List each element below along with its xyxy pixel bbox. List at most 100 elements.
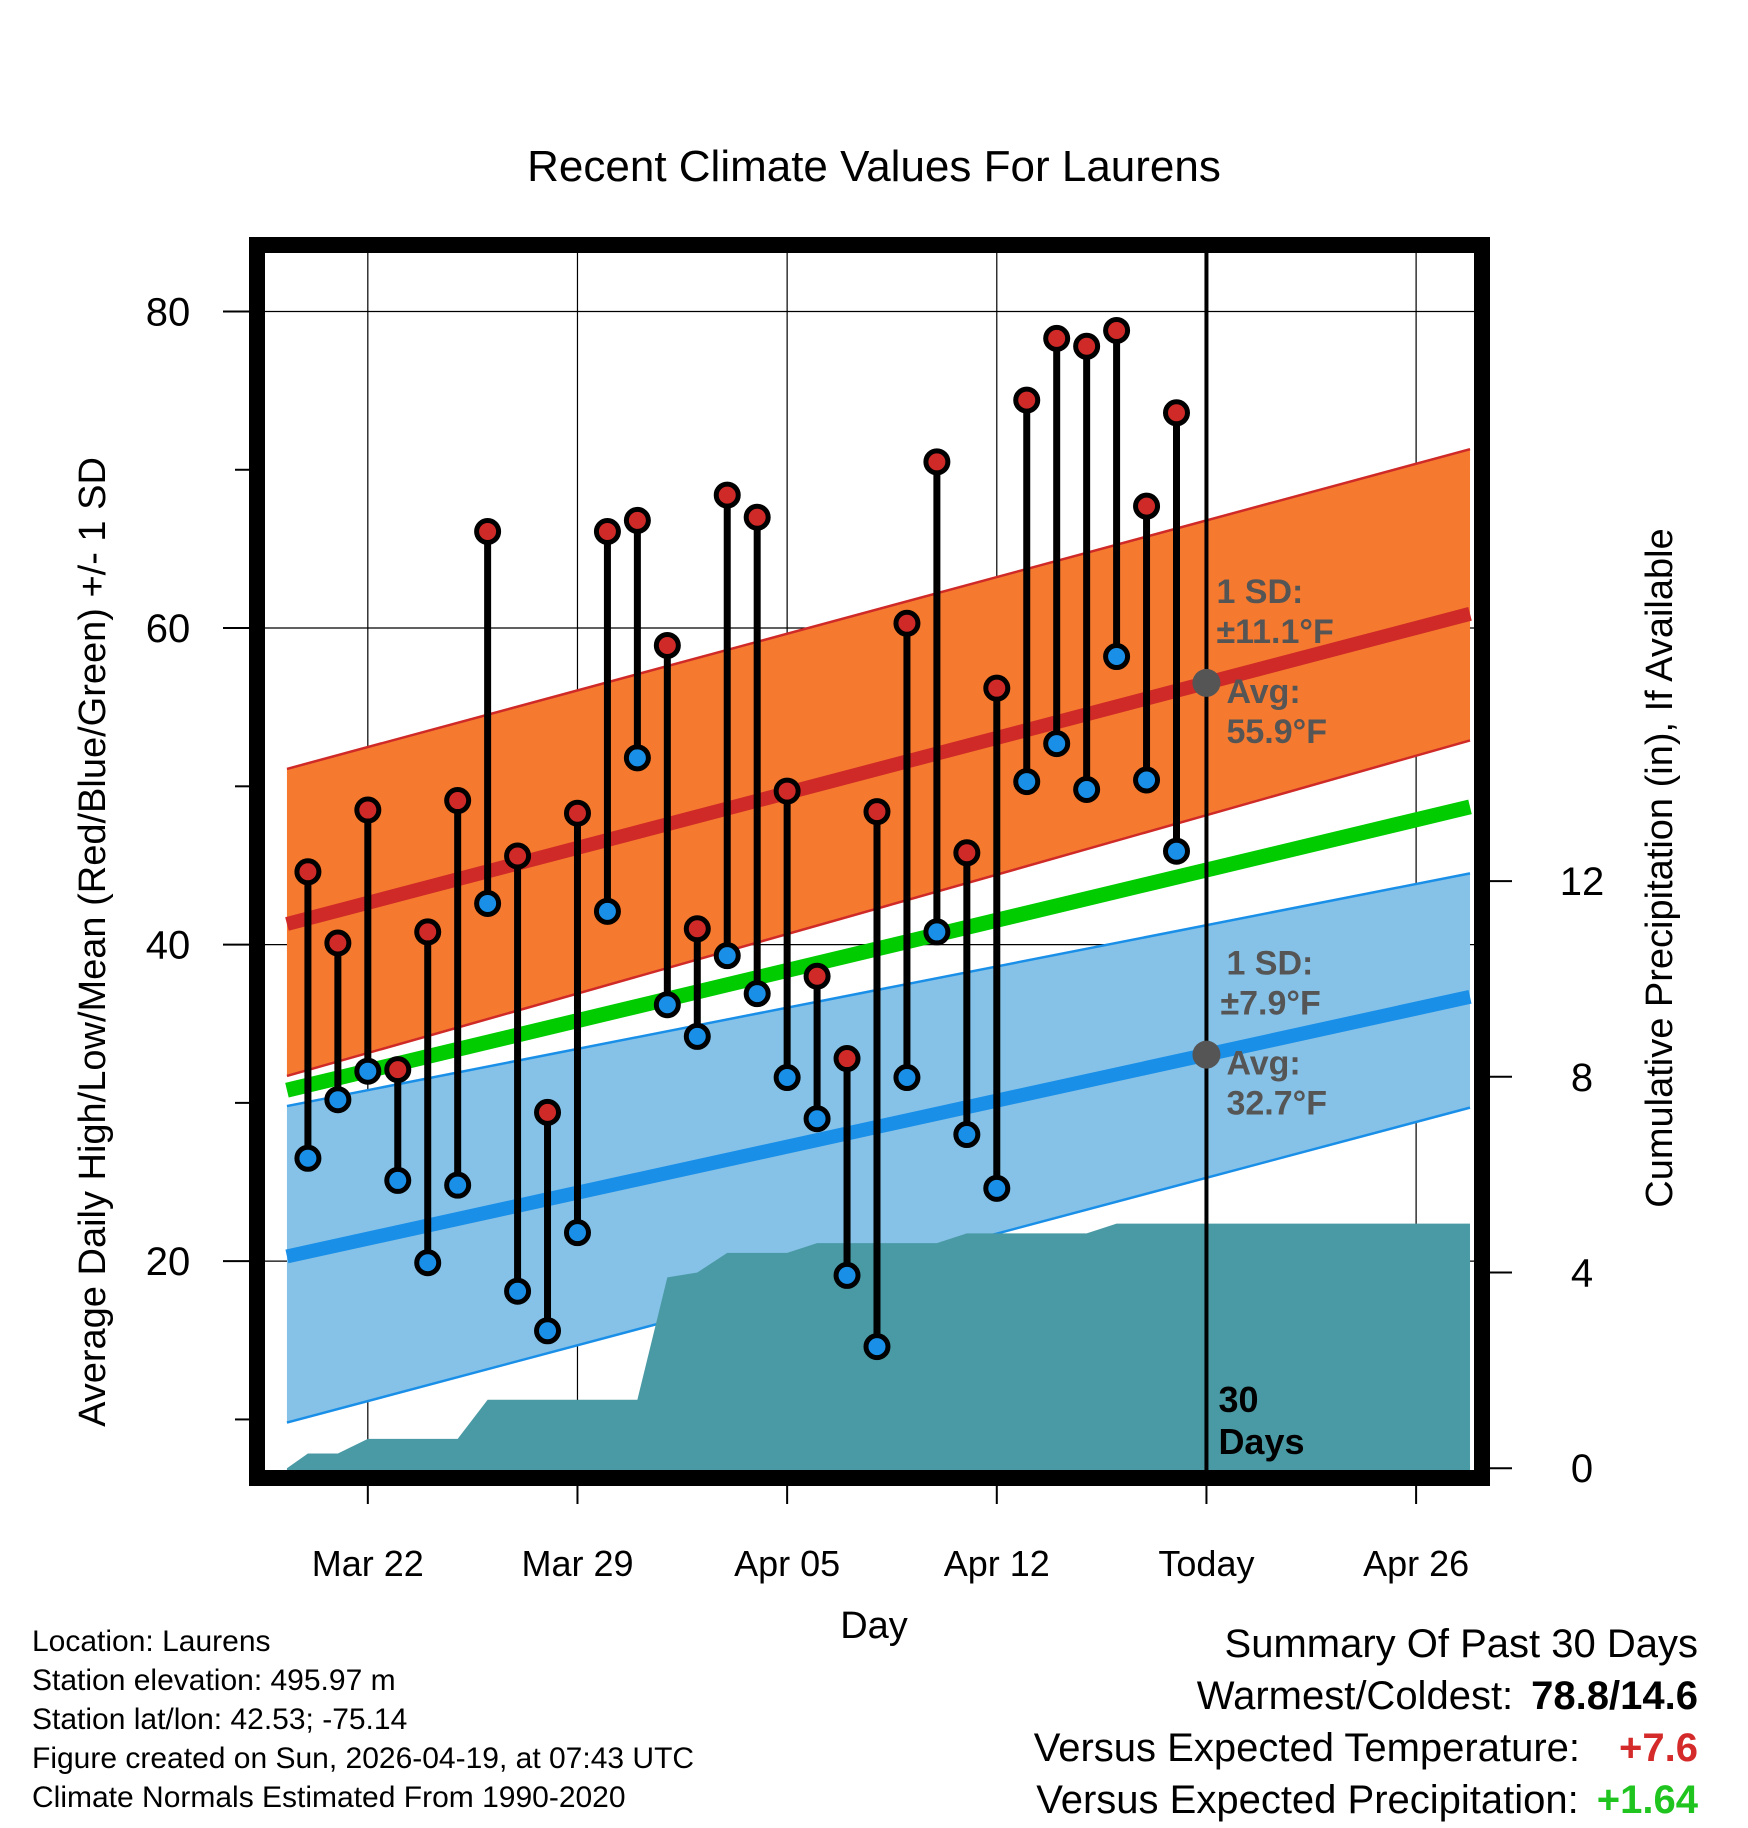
today-high-avg-marker: [1192, 668, 1221, 697]
high-point: [444, 787, 472, 815]
temp-anomaly-label: Versus Expected Temperature:: [1033, 1726, 1580, 1770]
low-point: [713, 942, 741, 970]
low-point: [983, 1174, 1011, 1202]
low-point: [593, 897, 621, 925]
high-point: [1013, 386, 1041, 414]
station-info: Location: Laurens Station elevation: 495…: [32, 1622, 694, 1817]
low-point: [354, 1057, 382, 1085]
today-high-sd-label: 1 SD:: [1216, 573, 1303, 611]
y-tick-label: 60: [146, 607, 191, 651]
low-point: [294, 1144, 322, 1172]
precip-anomaly-value: +1.64: [1596, 1778, 1698, 1822]
high-point: [1133, 492, 1161, 520]
chart-title: Recent Climate Values For Laurens: [527, 142, 1221, 191]
y-axis-label: Average Daily High/Low/Mean (Red/Blue/Gr…: [72, 457, 114, 1427]
today-high-avg-label: Avg:: [1226, 673, 1300, 711]
high-point: [504, 842, 532, 870]
low-point: [1133, 766, 1161, 794]
temp-row: Versus Expected Temperature: +7.6: [1034, 1722, 1698, 1774]
climate-normals: Climate Normals Estimated From 1990-2020: [32, 1781, 626, 1814]
x-tick-label: Today: [1158, 1543, 1254, 1584]
x-axis-label: Day: [840, 1605, 908, 1647]
low-point: [623, 744, 651, 772]
today-low-avg-label: Avg:: [1226, 1045, 1300, 1083]
station-elevation: Station elevation: 495.97 m: [32, 1664, 396, 1697]
low-point: [563, 1219, 591, 1247]
today-low-sd-label: 1 SD:: [1226, 945, 1313, 983]
station-latlon: Station lat/lon: 42.53; -75.14: [32, 1703, 408, 1736]
warm-cold-label: Warmest/Coldest:: [1196, 1674, 1514, 1718]
low-point: [863, 1333, 891, 1361]
temp-anomaly-value: +7.6: [1619, 1726, 1698, 1770]
high-point: [713, 481, 741, 509]
low-point: [743, 980, 771, 1008]
warm-cold-value: 78.8/14.6: [1531, 1674, 1698, 1718]
high-point: [803, 962, 831, 990]
x-tick-label: Mar 22: [312, 1543, 424, 1584]
high-point: [683, 915, 711, 943]
low-point: [1162, 837, 1190, 865]
today-low-sd-value: ±7.9°F: [1220, 985, 1320, 1023]
today-days-label: Days: [1218, 1421, 1304, 1462]
today-high-avg-value: 55.9°F: [1226, 713, 1327, 751]
high-point: [773, 777, 801, 805]
plot-frame: [249, 237, 1490, 1486]
high-point: [534, 1098, 562, 1126]
low-point: [653, 991, 681, 1019]
x-tick-label: Apr 26: [1363, 1543, 1469, 1584]
x-tick-label: Apr 12: [944, 1543, 1050, 1584]
summary-heading: Summary Of Past 30 Days: [1224, 1622, 1698, 1666]
today-days-label: 30: [1218, 1379, 1258, 1420]
low-point: [444, 1171, 472, 1199]
summary-panel: Summary Of Past 30 Days Warmest/Coldest:…: [1034, 1618, 1698, 1826]
high-point: [474, 517, 502, 545]
low-point: [1073, 775, 1101, 803]
y2-tick-label: 8: [1571, 1056, 1593, 1100]
low-point: [683, 1022, 711, 1050]
warm-cold-row: Warmest/Coldest: 78.8/14.6: [1034, 1670, 1698, 1722]
high-point: [743, 503, 771, 531]
high-point: [563, 799, 591, 827]
high-point: [893, 609, 921, 637]
low-point: [384, 1166, 412, 1194]
y-tick-label: 80: [146, 290, 191, 334]
today-high-sd-value: ±11.1°F: [1216, 613, 1333, 651]
today-low-avg-marker: [1192, 1040, 1221, 1069]
low-point: [1043, 730, 1071, 758]
y2-tick-label: 0: [1571, 1447, 1593, 1491]
high-point: [354, 796, 382, 824]
high-point: [983, 674, 1011, 702]
precip-anomaly-label: Versus Expected Precipitation:: [1036, 1778, 1579, 1822]
high-point: [953, 839, 981, 867]
low-point: [773, 1064, 801, 1092]
low-point: [504, 1277, 532, 1305]
high-point: [294, 858, 322, 886]
low-point: [1013, 768, 1041, 796]
high-point: [863, 798, 891, 826]
high-point: [593, 517, 621, 545]
precip-row: Versus Expected Precipitation: +1.64: [1034, 1774, 1698, 1826]
y2-tick-label: 12: [1560, 860, 1605, 904]
x-tick-label: Mar 29: [521, 1543, 633, 1584]
station-location: Location: Laurens: [32, 1625, 271, 1658]
low-point: [803, 1105, 831, 1133]
high-point: [1073, 332, 1101, 360]
low-point: [534, 1317, 562, 1345]
y-tick-label: 40: [146, 924, 191, 968]
low-point: [923, 918, 951, 946]
high-point: [1162, 399, 1190, 427]
y2-axis-label: Cumulative Precipitation (in), If Availa…: [1639, 528, 1681, 1207]
figure-created: Figure created on Sun, 2026-04-19, at 07…: [32, 1742, 695, 1775]
low-point: [324, 1086, 352, 1114]
high-point: [384, 1056, 412, 1084]
low-point: [953, 1121, 981, 1149]
high-point: [923, 448, 951, 476]
low-point: [474, 889, 502, 917]
high-point: [653, 631, 681, 659]
high-point: [1103, 316, 1131, 344]
today-low-avg-value: 32.7°F: [1226, 1085, 1327, 1123]
low-point: [1103, 643, 1131, 671]
y2-tick-label: 4: [1571, 1252, 1593, 1296]
low-point: [893, 1064, 921, 1092]
